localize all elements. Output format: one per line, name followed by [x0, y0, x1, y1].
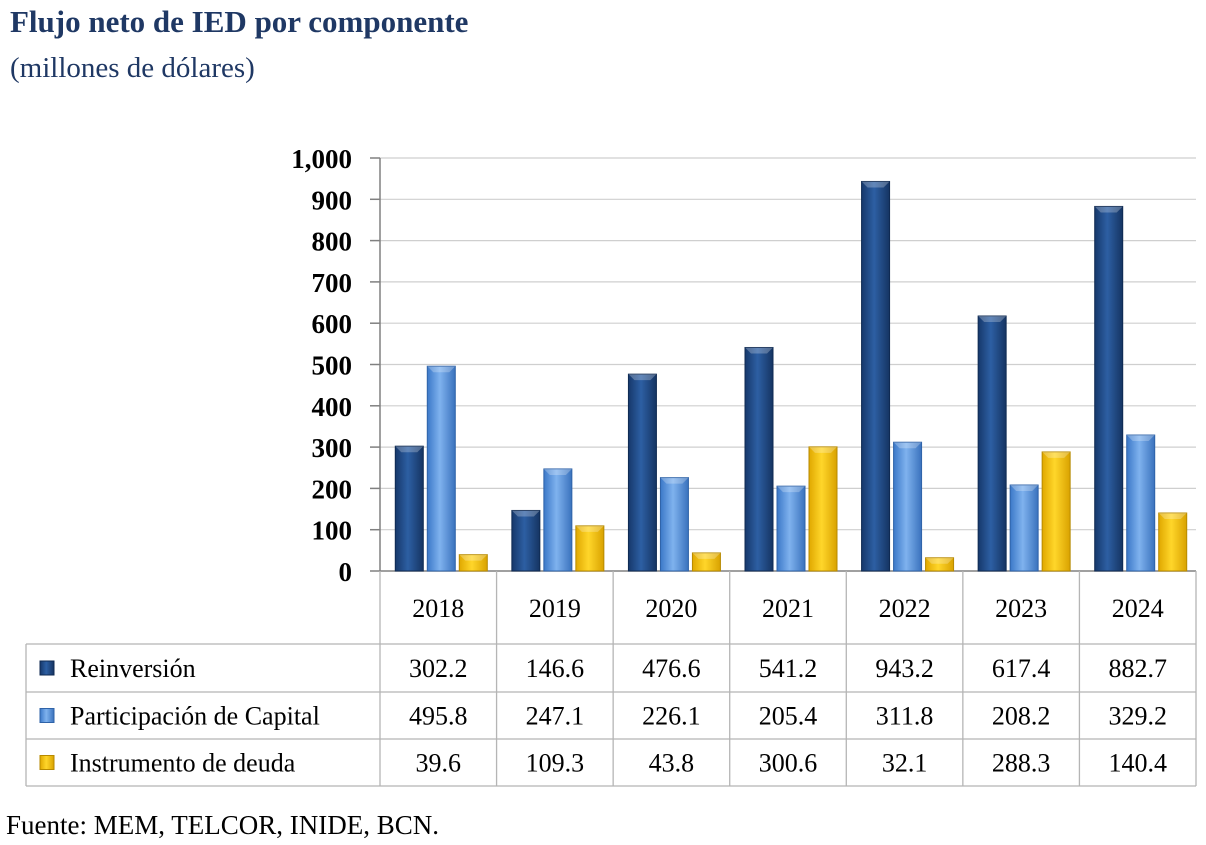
bar-bevel — [809, 446, 837, 453]
data-table: 2018 2019 2020 2021 2022 2023 2024 Reinversión 3… — [25, 571, 1197, 787]
bar-bevel — [978, 316, 1007, 323]
bar-participaci-n-de-capital-2024 — [1126, 434, 1156, 572]
table-cell: 39.6 — [416, 749, 462, 778]
table-cell: 109.3 — [526, 749, 585, 778]
legend-label: Instrumento de deuda — [70, 749, 296, 778]
table-cell: 146.6 — [526, 654, 585, 683]
bar-instrumento-de-deuda-2020 — [691, 552, 721, 572]
bar-bevel — [1042, 451, 1071, 458]
x-category-label: 2018 — [412, 594, 464, 623]
bar-bevel — [511, 510, 540, 517]
table-cell: 617.4 — [992, 654, 1051, 683]
y-tick-label: 800 — [312, 227, 353, 257]
x-category-label: 2023 — [995, 594, 1047, 623]
legend-label: Reinversión — [70, 654, 196, 683]
x-category-label: 2020 — [645, 594, 697, 623]
y-tick-label: 600 — [312, 309, 353, 339]
bar-bevel — [1158, 513, 1187, 520]
bar-instrumento-de-deuda-2021 — [808, 446, 838, 572]
table-cell: 541.2 — [759, 654, 818, 683]
bar-bevel — [660, 477, 689, 484]
y-tick-label: 700 — [312, 268, 353, 298]
y-tick-label: 1,000 — [291, 144, 352, 174]
bar-participaci-n-de-capital-2021 — [776, 485, 806, 572]
bar-bevel — [893, 442, 922, 449]
bar-bevel — [1010, 485, 1039, 492]
bars — [394, 180, 1188, 572]
bar-bevel — [861, 181, 890, 188]
legend-key-1 — [39, 708, 55, 723]
bar-bevel — [1094, 206, 1123, 213]
bar-bevel — [575, 525, 604, 532]
bar-participaci-n-de-capital-2020 — [659, 477, 689, 572]
table-cell: 43.8 — [649, 749, 695, 778]
bar-participaci-n-de-capital-2023 — [1009, 484, 1039, 572]
table-cell: 208.2 — [992, 702, 1051, 731]
table-cell: 302.2 — [409, 654, 468, 683]
bar-instrumento-de-deuda-2019 — [575, 525, 605, 572]
chart-title: Flujo neto de IED por componente — [10, 4, 469, 39]
bar-instrumento-de-deuda-2024 — [1158, 512, 1188, 572]
bar-participaci-n-de-capital-2022 — [893, 441, 923, 572]
bar-bevel — [459, 554, 488, 561]
bar-reinversi-n-2024 — [1094, 205, 1124, 572]
y-tick-label: 300 — [312, 433, 353, 463]
bar-instrumento-de-deuda-2018 — [458, 554, 488, 572]
table-cell: 300.6 — [759, 749, 818, 778]
bar-instrumento-de-deuda-2023 — [1041, 451, 1071, 572]
table-cell: 476.6 — [642, 654, 701, 683]
bar-reinversi-n-2021 — [744, 346, 774, 572]
table-cell: 247.1 — [526, 702, 585, 731]
bar-bevel — [745, 347, 773, 354]
y-tick-label: 100 — [312, 516, 353, 546]
x-category-label: 2021 — [762, 594, 814, 623]
bar-bevel — [395, 446, 424, 453]
bar-bevel — [427, 366, 456, 373]
x-category-label: 2024 — [1112, 594, 1164, 623]
table-cell: 205.4 — [759, 702, 818, 731]
bar-reinversi-n-2019 — [511, 509, 541, 572]
table-cell: 140.4 — [1108, 749, 1167, 778]
bar-bevel — [1126, 435, 1155, 442]
bar-reinversi-n-2023 — [977, 315, 1007, 572]
x-category-label: 2019 — [529, 594, 581, 623]
table-cell: 329.2 — [1108, 702, 1167, 731]
legend-label: Participación de Capital — [70, 702, 320, 731]
y-tick-label: 900 — [312, 185, 353, 215]
x-category-label: 2022 — [879, 594, 931, 623]
chart-subtitle: (millones de dólares) — [10, 52, 255, 84]
table-cell: 882.7 — [1108, 654, 1167, 683]
bar-participaci-n-de-capital-2019 — [543, 468, 573, 572]
bar-bevel — [925, 557, 954, 564]
gridlines — [380, 157, 1196, 531]
table-cell: 943.2 — [875, 654, 934, 683]
y-tick-label: 400 — [312, 392, 353, 422]
table-cell: 32.1 — [882, 749, 928, 778]
bar-instrumento-de-deuda-2022 — [925, 557, 955, 572]
legend-key-2 — [39, 755, 55, 770]
y-tick-label: 500 — [312, 351, 353, 381]
table-cell: 495.8 — [409, 702, 468, 731]
table-cell: 311.8 — [876, 702, 934, 731]
bar-bevel — [692, 552, 721, 559]
bar-bevel — [543, 468, 572, 475]
bar-bevel — [777, 486, 805, 493]
bar-reinversi-n-2018 — [394, 445, 424, 572]
table-cell: 288.3 — [992, 749, 1051, 778]
bar-participaci-n-de-capital-2018 — [426, 365, 456, 572]
bar-reinversi-n-2020 — [627, 373, 657, 572]
table-cell: 226.1 — [642, 702, 701, 731]
bar-bevel — [628, 374, 657, 381]
y-tick-label: 200 — [312, 474, 353, 504]
y-tick-label: 0 — [339, 557, 353, 587]
legend-key-0 — [39, 660, 55, 676]
source-note: Fuente: MEM, TELCOR, INIDE, BCN. — [6, 810, 439, 840]
bar-reinversi-n-2022 — [861, 180, 891, 572]
